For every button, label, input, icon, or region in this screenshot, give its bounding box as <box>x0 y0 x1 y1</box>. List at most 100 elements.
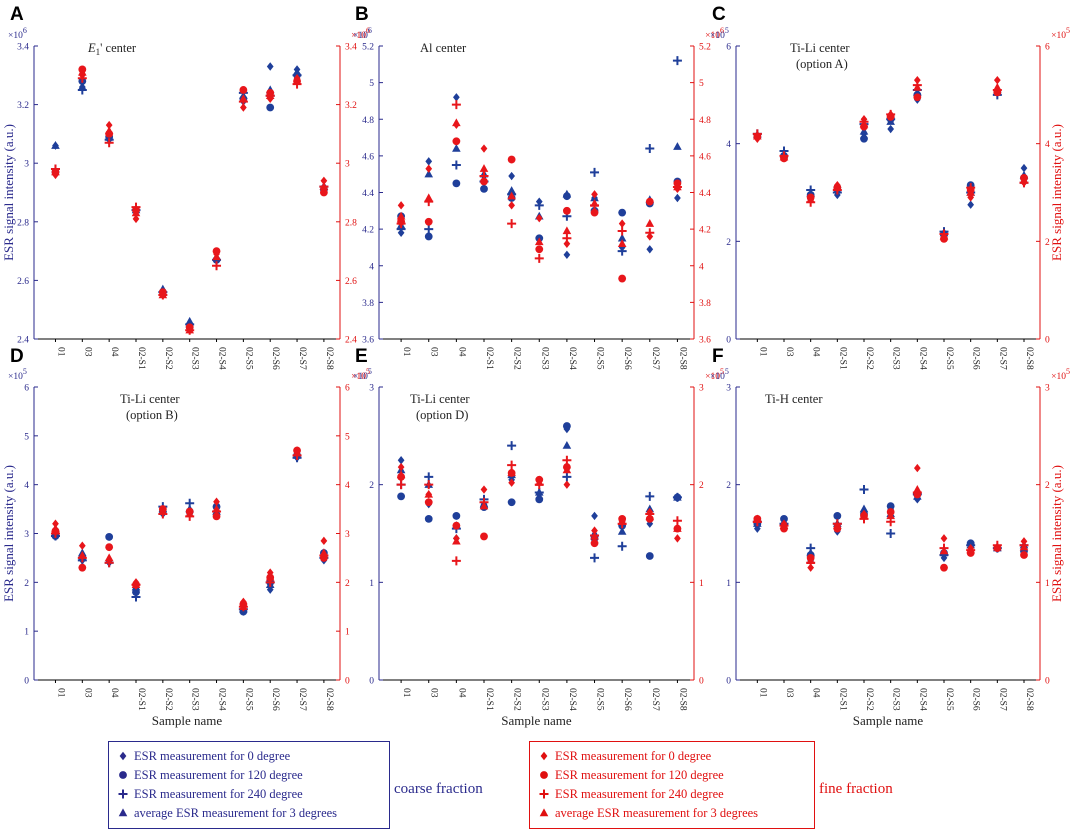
fine-avg-point <box>753 131 762 140</box>
legend-marker <box>119 751 127 761</box>
x-tick-label: 02-S3 <box>190 347 200 370</box>
fine-avg-point <box>590 198 599 207</box>
fine-deg0-point <box>397 201 405 210</box>
coarse-deg120-point <box>452 512 461 520</box>
x-tick-label: 01 <box>401 688 411 698</box>
fine-avg-point <box>51 524 60 532</box>
coarse-deg240-point <box>424 224 434 234</box>
fine-avg-point <box>966 187 975 196</box>
fine-avg-point <box>913 484 922 493</box>
left-tick-label: 1 <box>726 579 731 589</box>
fine-deg240-point <box>562 233 572 243</box>
coarse-deg120-point <box>886 502 895 511</box>
panel-subtitle: (option B) <box>126 408 178 422</box>
panel-letter: B <box>355 4 369 25</box>
right-multiplier: ×105 <box>1051 367 1070 382</box>
multiplier-base: ×10 <box>353 372 368 382</box>
right-tick-label: 4.4 <box>699 189 711 199</box>
x-tick-label: 02-S3 <box>539 688 549 711</box>
fine-avg-point <box>396 211 406 220</box>
fine-deg0-point <box>425 164 433 173</box>
fine-deg120-point <box>480 532 488 541</box>
fine-avg-point <box>993 82 1002 91</box>
fine-avg-point <box>507 468 516 477</box>
fine-deg120-point <box>535 245 544 254</box>
coarse-deg120-point <box>424 232 433 241</box>
coarse-avg-point <box>292 67 302 76</box>
right-tick-label: 5 <box>345 432 350 442</box>
fine-deg240-point <box>212 261 222 271</box>
fine-deg0-point <box>480 144 488 153</box>
coarse-deg0-point <box>453 93 460 102</box>
fine-deg240-point <box>396 480 406 490</box>
triangle-icon <box>118 808 128 817</box>
x-tick-label: 02-S6 <box>270 688 280 711</box>
left-tick-label: 3.4 <box>17 43 29 53</box>
fine-avg-point <box>1019 542 1029 551</box>
fine-deg120-point <box>452 137 461 146</box>
multiplier-exponent: 6 <box>23 26 27 35</box>
fine-avg-point <box>424 489 434 498</box>
multiplier-exponent: 5 <box>720 367 724 376</box>
left-tick-label: 0 <box>369 677 374 687</box>
left-tick-label: 3 <box>726 384 731 394</box>
multiplier-base: ×10 <box>1051 372 1066 382</box>
multiplier-exponent: 5 <box>725 26 729 35</box>
fine-avg-point <box>319 548 329 557</box>
right-tick-label: 4 <box>345 481 350 491</box>
left-multiplier: ×105 <box>8 367 27 382</box>
fine-deg0-point <box>397 462 405 472</box>
panel-letter: E <box>355 346 368 367</box>
right-tick-label: 6 <box>1045 43 1050 53</box>
coarse-avg-point <box>185 316 194 325</box>
panel-C: C0 02 24 46 601 03 04 02-S1 02-S2 02-S3 02-S4 02-S5… <box>712 4 1050 370</box>
fine-avg-point <box>859 119 869 128</box>
data-marks <box>752 75 1029 243</box>
left-tick-label: 4 <box>726 140 731 150</box>
fine-avg-point <box>396 470 406 479</box>
coarse-deg240-point <box>451 160 461 170</box>
fine-deg0-point <box>967 193 975 202</box>
fine-deg240-point <box>534 253 544 263</box>
multiplier-exponent: 5 <box>368 367 372 376</box>
x-tick-label: 02-S7 <box>997 347 1007 370</box>
fine-avg-point <box>424 193 434 202</box>
right-tick-label: 2 <box>345 579 350 589</box>
fine-avg-point <box>104 553 114 562</box>
fine-avg-point <box>507 191 516 200</box>
panel-subtitle: (option A) <box>796 57 848 71</box>
x-tick-label: 02-S6 <box>971 347 981 370</box>
x-tick-label: 02-S8 <box>677 347 687 370</box>
right-tick-label: 4.6 <box>699 152 711 162</box>
multiplier-base: ×10 <box>8 31 23 41</box>
legend-fine: ESR measurement for 0 degree ESR measurem… <box>529 741 815 829</box>
fine-deg240-point <box>507 219 517 229</box>
x-tick-label: 02-S3 <box>891 688 901 711</box>
fine-avg-point <box>939 546 949 555</box>
x-tick-label: 01 <box>401 347 411 357</box>
right-y-axis-title: ESR signal intensity (a.u.) <box>1049 465 1064 602</box>
x-tick-label: 02-S2 <box>864 347 874 370</box>
x-tick-label: 02-S5 <box>595 688 605 711</box>
fine-avg-point <box>265 91 275 100</box>
x-axis-title: Sample name <box>152 713 223 728</box>
plus-icon <box>539 789 549 799</box>
fine-avg-point <box>158 290 168 299</box>
coarse-avg-point <box>562 441 572 449</box>
x-tick-label: 02-S8 <box>324 688 334 711</box>
coarse-avg-point <box>507 186 516 194</box>
left-tick-label: 4.2 <box>362 226 374 236</box>
coarse-avg-point <box>534 487 544 496</box>
coarse-deg0-point <box>646 245 654 254</box>
x-tick-label: 02-S5 <box>595 347 605 370</box>
left-tick-label: 2 <box>726 238 731 248</box>
coarse-deg120-point <box>507 498 516 507</box>
multiplier-base: ×10 <box>710 31 725 41</box>
data-marks <box>396 56 682 283</box>
coarse-avg-point <box>673 142 682 150</box>
fine-avg-point <box>78 550 87 559</box>
left-tick-label: 5 <box>24 432 29 442</box>
x-tick-label: 02-S7 <box>297 688 307 711</box>
fine-avg-point <box>779 152 789 161</box>
panel-D: D0 01 12 23 34 45 56 601 03 04 02-S1 02-S2 02-S3 02-S… <box>1 346 350 728</box>
